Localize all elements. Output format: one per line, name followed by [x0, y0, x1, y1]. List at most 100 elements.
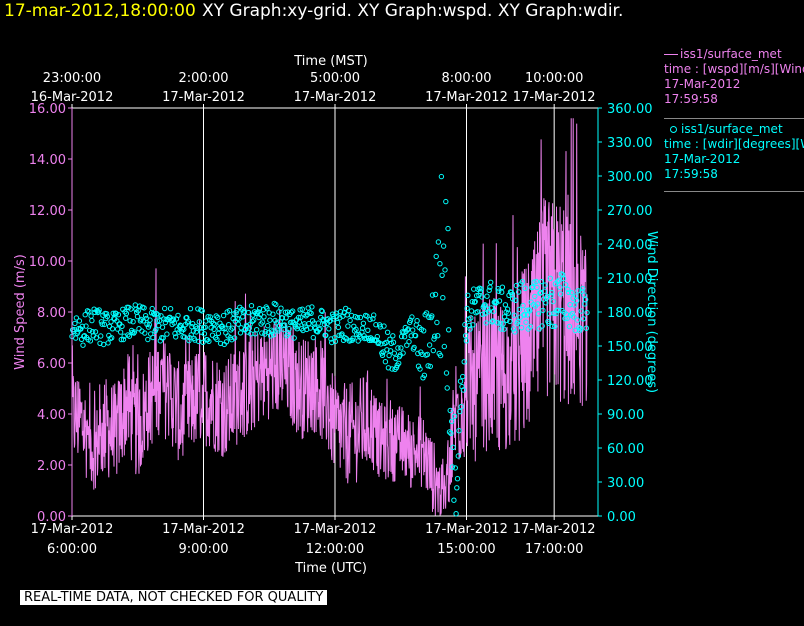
top-tick-time: 2:00:00: [178, 71, 228, 86]
wind-direction-point: [441, 343, 447, 350]
wind-direction-point: [234, 307, 240, 314]
top-axis: 23:00:00 16-Mar-2012 2:00:00 17-Mar-2012 5:0…: [31, 71, 596, 108]
wind-direction-point: [200, 339, 206, 345]
wind-direction-point: [574, 317, 581, 323]
wind-direction-point: [176, 329, 182, 335]
wind-direction-point: [560, 275, 567, 282]
wind-direction-series: [69, 173, 590, 517]
wind-direction-point: [532, 293, 538, 300]
wind-direction-point: [539, 323, 545, 329]
header-timestamp: 17-mar-2012,18:00:00: [4, 1, 196, 21]
wind-direction-point: [281, 322, 288, 328]
top-axis-title: Time (MST): [293, 54, 368, 69]
wind-direction-point: [571, 314, 577, 320]
wind-direction-point: [158, 313, 164, 319]
legend-divider: [664, 191, 804, 192]
wind-direction-point: [231, 335, 238, 341]
wind-direction-point: [240, 314, 246, 320]
legend-item-wdir-name-row: iss1/surface_met: [664, 122, 804, 137]
wind-direction-point: [445, 225, 451, 232]
wind-direction-point: [98, 319, 105, 325]
wind-direction-point: [431, 336, 437, 342]
wind-direction-point: [249, 318, 256, 325]
wind-direction-point: [135, 308, 141, 314]
wind-direction-point: [93, 335, 100, 341]
wind-direction-point: [434, 319, 440, 326]
wind-direction-point: [500, 321, 506, 327]
wind-direction-point: [440, 295, 446, 301]
wind-direction-point: [248, 303, 255, 309]
wind-direction-point: [185, 318, 192, 324]
wind-direction-point: [518, 325, 525, 331]
wind-direction-point: [379, 352, 386, 358]
right-tick-label: 240.00: [607, 238, 653, 253]
wind-direction-point: [488, 279, 494, 285]
wind-direction-point: [198, 329, 205, 335]
wind-direction-point: [371, 312, 377, 318]
wind-direction-point: [350, 335, 356, 341]
legend-item-wdir[interactable]: iss1/surface_met time : [wdir][degrees][…: [664, 122, 804, 182]
wind-direction-point: [264, 305, 270, 312]
wind-direction-point: [478, 286, 484, 292]
wind-direction-point: [299, 306, 305, 312]
wind-direction-point: [378, 341, 384, 347]
right-tick-label: 330.00: [607, 136, 653, 151]
bottom-tick-time: 12:00:00: [306, 542, 364, 557]
wind-direction-point: [111, 315, 117, 321]
wind-direction-point: [536, 326, 542, 332]
wind-direction-point: [365, 327, 371, 333]
wind-direction-point: [186, 337, 192, 344]
wind-direction-point: [201, 331, 208, 337]
wind-direction-point: [346, 307, 352, 314]
wind-direction-point: [521, 312, 528, 318]
wind-direction-point: [118, 336, 125, 343]
wind-direction-point: [262, 328, 269, 335]
wind-direction-point: [117, 329, 124, 335]
wind-direction-point: [91, 306, 97, 312]
wind-direction-point: [103, 311, 110, 317]
wind-direction-point: [160, 335, 166, 341]
wind-direction-point: [106, 323, 113, 330]
wind-direction-point: [533, 278, 539, 285]
bottom-tick-time: 6:00:00: [47, 542, 97, 557]
wind-direction-point: [398, 345, 404, 351]
wind-direction-point: [424, 351, 431, 358]
wind-direction-point: [162, 305, 168, 312]
wind-direction-point: [456, 428, 462, 434]
bottom-axis-title: Time (UTC): [294, 561, 367, 576]
wind-direction-point: [223, 339, 230, 345]
wind-direction-point: [395, 345, 401, 351]
wind-speed-series: [71, 118, 588, 516]
wind-direction-point: [490, 318, 496, 324]
wind-direction-point: [283, 315, 289, 321]
wind-direction-point: [538, 278, 545, 285]
wind-direction-point: [461, 359, 467, 365]
wind-direction-point: [256, 314, 262, 321]
wind-direction-point: [226, 308, 233, 314]
legend-item-wspd[interactable]: iss1/surface_met time : [wspd][m/s][Wind…: [664, 47, 804, 107]
wind-direction-point: [564, 315, 570, 322]
wind-direction-point: [190, 321, 196, 327]
wind-direction-point: [291, 335, 297, 341]
right-tick-label: 360.00: [607, 102, 653, 117]
wind-direction-point: [479, 294, 485, 300]
bottom-tick-date: 17-Mar-2012: [425, 522, 508, 537]
wind-direction-point: [259, 319, 266, 325]
wind-direction-point: [367, 316, 373, 323]
top-tick-date: 17-Mar-2012: [294, 90, 377, 105]
wind-direction-point: [278, 305, 284, 311]
wind-direction-point: [123, 315, 129, 321]
wind-direction-point: [127, 318, 133, 324]
wind-direction-point: [417, 366, 423, 372]
wind-direction-point: [400, 350, 406, 356]
wind-direction-point: [190, 328, 197, 334]
wind-direction-point: [483, 320, 489, 326]
wind-direction-point: [196, 319, 203, 325]
wind-direction-point: [450, 444, 456, 450]
wind-direction-point: [147, 317, 153, 323]
left-tick-label: 12.00: [29, 204, 66, 219]
top-tick-date: 17-Mar-2012: [513, 90, 596, 105]
wind-direction-point: [375, 340, 381, 347]
wind-direction-point: [580, 316, 587, 322]
wind-direction-point: [353, 326, 359, 332]
